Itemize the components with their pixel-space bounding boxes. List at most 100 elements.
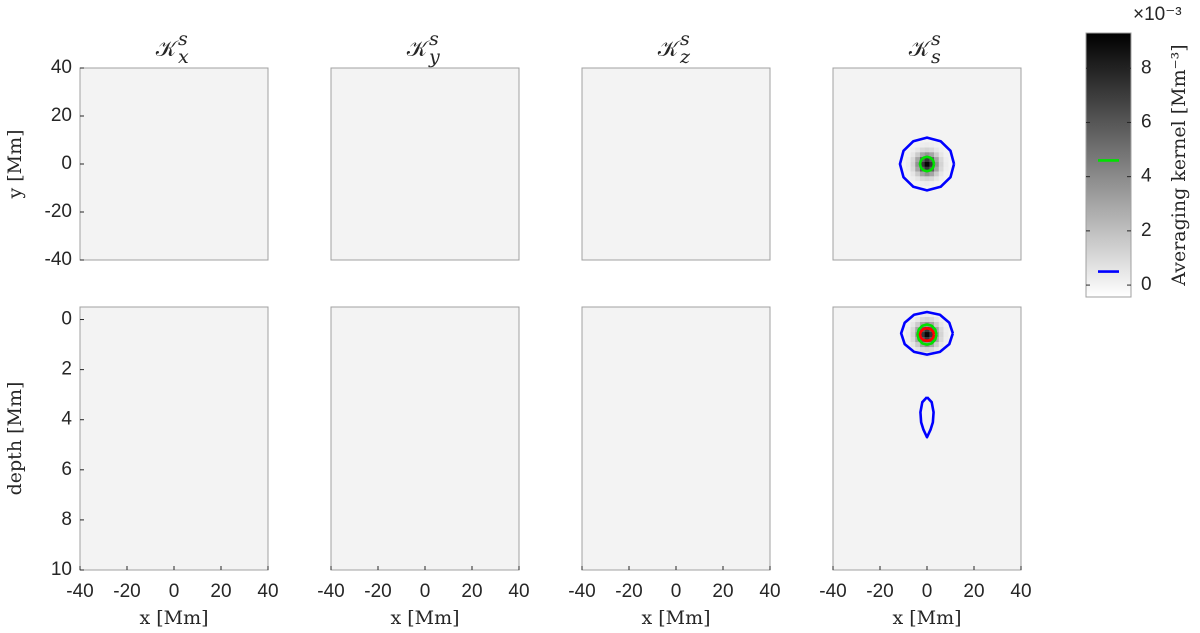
heatmap-cell (905, 342, 911, 348)
heatmap-cell (915, 180, 921, 186)
title-sup: s (680, 28, 690, 50)
title-sub: s (931, 46, 941, 68)
heatmap-cell (934, 147, 940, 153)
x-tick-label: 0 (671, 581, 682, 602)
x-tick-label: 0 (169, 581, 180, 602)
heatmap-cell (924, 332, 930, 338)
heatmap-cell (943, 327, 949, 333)
heatmap-cell (938, 337, 944, 343)
colorbar-tick-label: 6 (1141, 111, 1152, 132)
heatmap-cell (915, 166, 921, 172)
heatmap-cell (943, 337, 949, 343)
heatmap-cell (924, 347, 930, 353)
heatmap-cell (934, 322, 940, 328)
y-axis-label: depth [Mm] (4, 382, 26, 496)
heatmap-cell (934, 176, 940, 182)
heatmap-cell (905, 332, 911, 338)
heatmap-cell (938, 152, 944, 158)
heatmap-cell (934, 142, 940, 148)
heatmap-cell (929, 171, 935, 177)
y-tick-label: 20 (51, 105, 72, 126)
heatmap-cell (905, 337, 911, 343)
heatmap-cell (915, 317, 921, 323)
y-tick-label: 4 (61, 409, 72, 430)
heatmap-cell (915, 352, 921, 358)
panel-title: 𝒦 (658, 37, 681, 62)
heatmap-cell (910, 156, 916, 162)
colorbar-tick-label: 4 (1141, 166, 1152, 187)
contour-line (919, 396, 935, 439)
heatmap-cell (924, 152, 930, 158)
colorbar (1085, 32, 1132, 298)
x-tick-label: 40 (508, 581, 529, 602)
heatmap-cell (943, 352, 949, 358)
y-tick-label: -40 (45, 249, 72, 270)
heatmap-cell (915, 347, 921, 353)
heatmap-cell (929, 312, 935, 318)
heatmap-cell (934, 171, 940, 177)
heatmap-cell (910, 161, 916, 167)
heatmap-cell (929, 180, 935, 186)
panel-background (331, 68, 519, 260)
x-tick-label: -40 (819, 581, 846, 602)
panel-background (582, 307, 770, 570)
heatmap-cell (924, 171, 930, 177)
heatmap-cell (934, 342, 940, 348)
heatmap-cell (910, 352, 916, 358)
colorbar-tick-label: 8 (1141, 57, 1152, 78)
heatmap-cell (905, 352, 911, 358)
panel-frame (330, 67, 520, 261)
heatmap-cell (938, 147, 944, 153)
heatmap-cell (910, 317, 916, 323)
y-tick-label: 0 (61, 153, 72, 174)
heatmap-cell (929, 161, 935, 167)
panel-title: 𝒦 (407, 37, 430, 62)
plot-area (899, 310, 955, 439)
heatmap-cell (924, 176, 930, 182)
x-tick-label: 0 (420, 581, 431, 602)
x-tick-label: -40 (66, 581, 93, 602)
heatmap-cell (934, 347, 940, 353)
heatmap-cell (943, 342, 949, 348)
title-sub: z (679, 46, 691, 68)
title-sub: y (428, 46, 440, 68)
heatmap-cell (905, 322, 911, 328)
heatmap-cell (915, 176, 921, 182)
panel-background (80, 68, 268, 260)
heatmap-cell (938, 176, 944, 182)
heatmap-cell (910, 327, 916, 333)
heatmap-cell (919, 176, 925, 182)
colorbar-tick-label: 2 (1141, 220, 1152, 241)
x-axis-label: x [Mm] (892, 607, 961, 629)
x-tick-label: -20 (866, 581, 893, 602)
y-tick-label: 6 (61, 459, 72, 480)
x-tick-label: 20 (963, 581, 984, 602)
title-symbol: 𝒦 (658, 37, 681, 62)
heatmap-cell (910, 342, 916, 348)
heatmap-cell (924, 142, 930, 148)
heatmap-cell (919, 342, 925, 348)
heatmap-cell (910, 171, 916, 177)
heatmap-cell (905, 347, 911, 353)
contour-line (899, 310, 955, 356)
heatmap-cell (938, 180, 944, 186)
y-axis-label: y [Mm] (4, 129, 26, 199)
x-tick-label: 20 (461, 581, 482, 602)
heatmap-cell (924, 312, 930, 318)
heatmap-cell (919, 142, 925, 148)
heatmap-cell (943, 332, 949, 338)
heatmap-cell (915, 322, 921, 328)
x-axis-label: x [Mm] (390, 607, 459, 629)
heatmap-cell (934, 352, 940, 358)
heatmap-cell (938, 327, 944, 333)
y-tick-label: 10 (51, 559, 72, 580)
heatmap-cell (943, 156, 949, 162)
heatmap-cell (919, 312, 925, 318)
heatmap-cell (938, 317, 944, 323)
heatmap-cell (924, 156, 930, 162)
x-tick-label: -40 (568, 581, 595, 602)
heatmap-cell (915, 142, 921, 148)
heatmap-cell (910, 180, 916, 186)
title-sub: x (178, 46, 189, 68)
heatmap-cell (905, 166, 911, 172)
